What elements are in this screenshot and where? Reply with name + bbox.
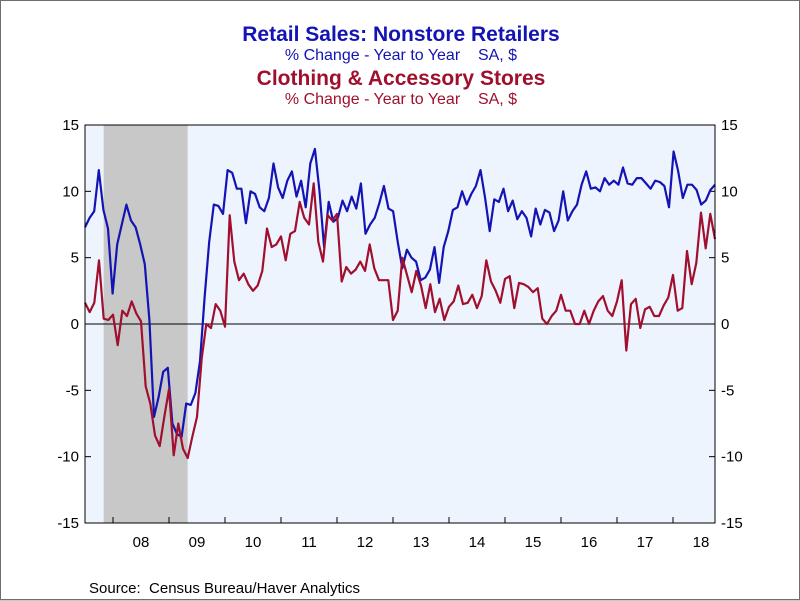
y-tick-label-right: 15 bbox=[721, 117, 738, 134]
chart-subtitle-1: % Change - Year to Year SA, $ bbox=[285, 47, 517, 64]
x-tick-label: 11 bbox=[301, 534, 317, 551]
x-tick-label: 16 bbox=[581, 534, 598, 551]
series-line-2 bbox=[84, 182, 717, 460]
y-tick-label-left: -5 bbox=[66, 382, 79, 399]
y-tick-label-right: 0 bbox=[721, 316, 729, 333]
y-tick-label-right: -15 bbox=[721, 515, 743, 532]
x-tick-label: 09 bbox=[189, 534, 206, 551]
x-tick-label: 13 bbox=[413, 534, 430, 551]
y-tick-label-left: 0 bbox=[71, 316, 79, 333]
chart-subtitle-2: % Change - Year to Year SA, $ bbox=[285, 91, 517, 108]
chart-title-2: Clothing & Accessory Stores bbox=[257, 67, 546, 90]
y-tick-label-right: -10 bbox=[721, 449, 743, 466]
x-tick-label: 17 bbox=[637, 534, 654, 551]
y-tick-label-left: -10 bbox=[57, 449, 79, 466]
y-tick-label-left: -15 bbox=[57, 515, 79, 532]
y-tick-label-left: 10 bbox=[62, 183, 79, 200]
x-tick-label: 10 bbox=[245, 534, 262, 551]
y-tick-label-right: 10 bbox=[721, 183, 738, 200]
y-tick-label-left: 15 bbox=[62, 117, 79, 134]
y-tick-label-left: 5 bbox=[71, 250, 79, 267]
x-tick-label: 08 bbox=[133, 534, 150, 551]
series-line-1 bbox=[84, 147, 716, 438]
source-note: Source: Census Bureau/Haver Analytics bbox=[89, 580, 360, 597]
x-tick-label: 12 bbox=[357, 534, 374, 551]
chart-title-1: Retail Sales: Nonstore Retailers bbox=[242, 23, 559, 46]
x-tick-label: 14 bbox=[469, 534, 486, 551]
x-tick-label: 15 bbox=[525, 534, 542, 551]
plot-border bbox=[84, 124, 716, 524]
y-tick-label-right: -5 bbox=[721, 382, 734, 399]
chart-titles: Retail Sales: Nonstore Retailers % Chang… bbox=[242, 23, 559, 108]
x-tick-label: 18 bbox=[693, 534, 710, 551]
y-tick-label-right: 5 bbox=[721, 250, 729, 267]
